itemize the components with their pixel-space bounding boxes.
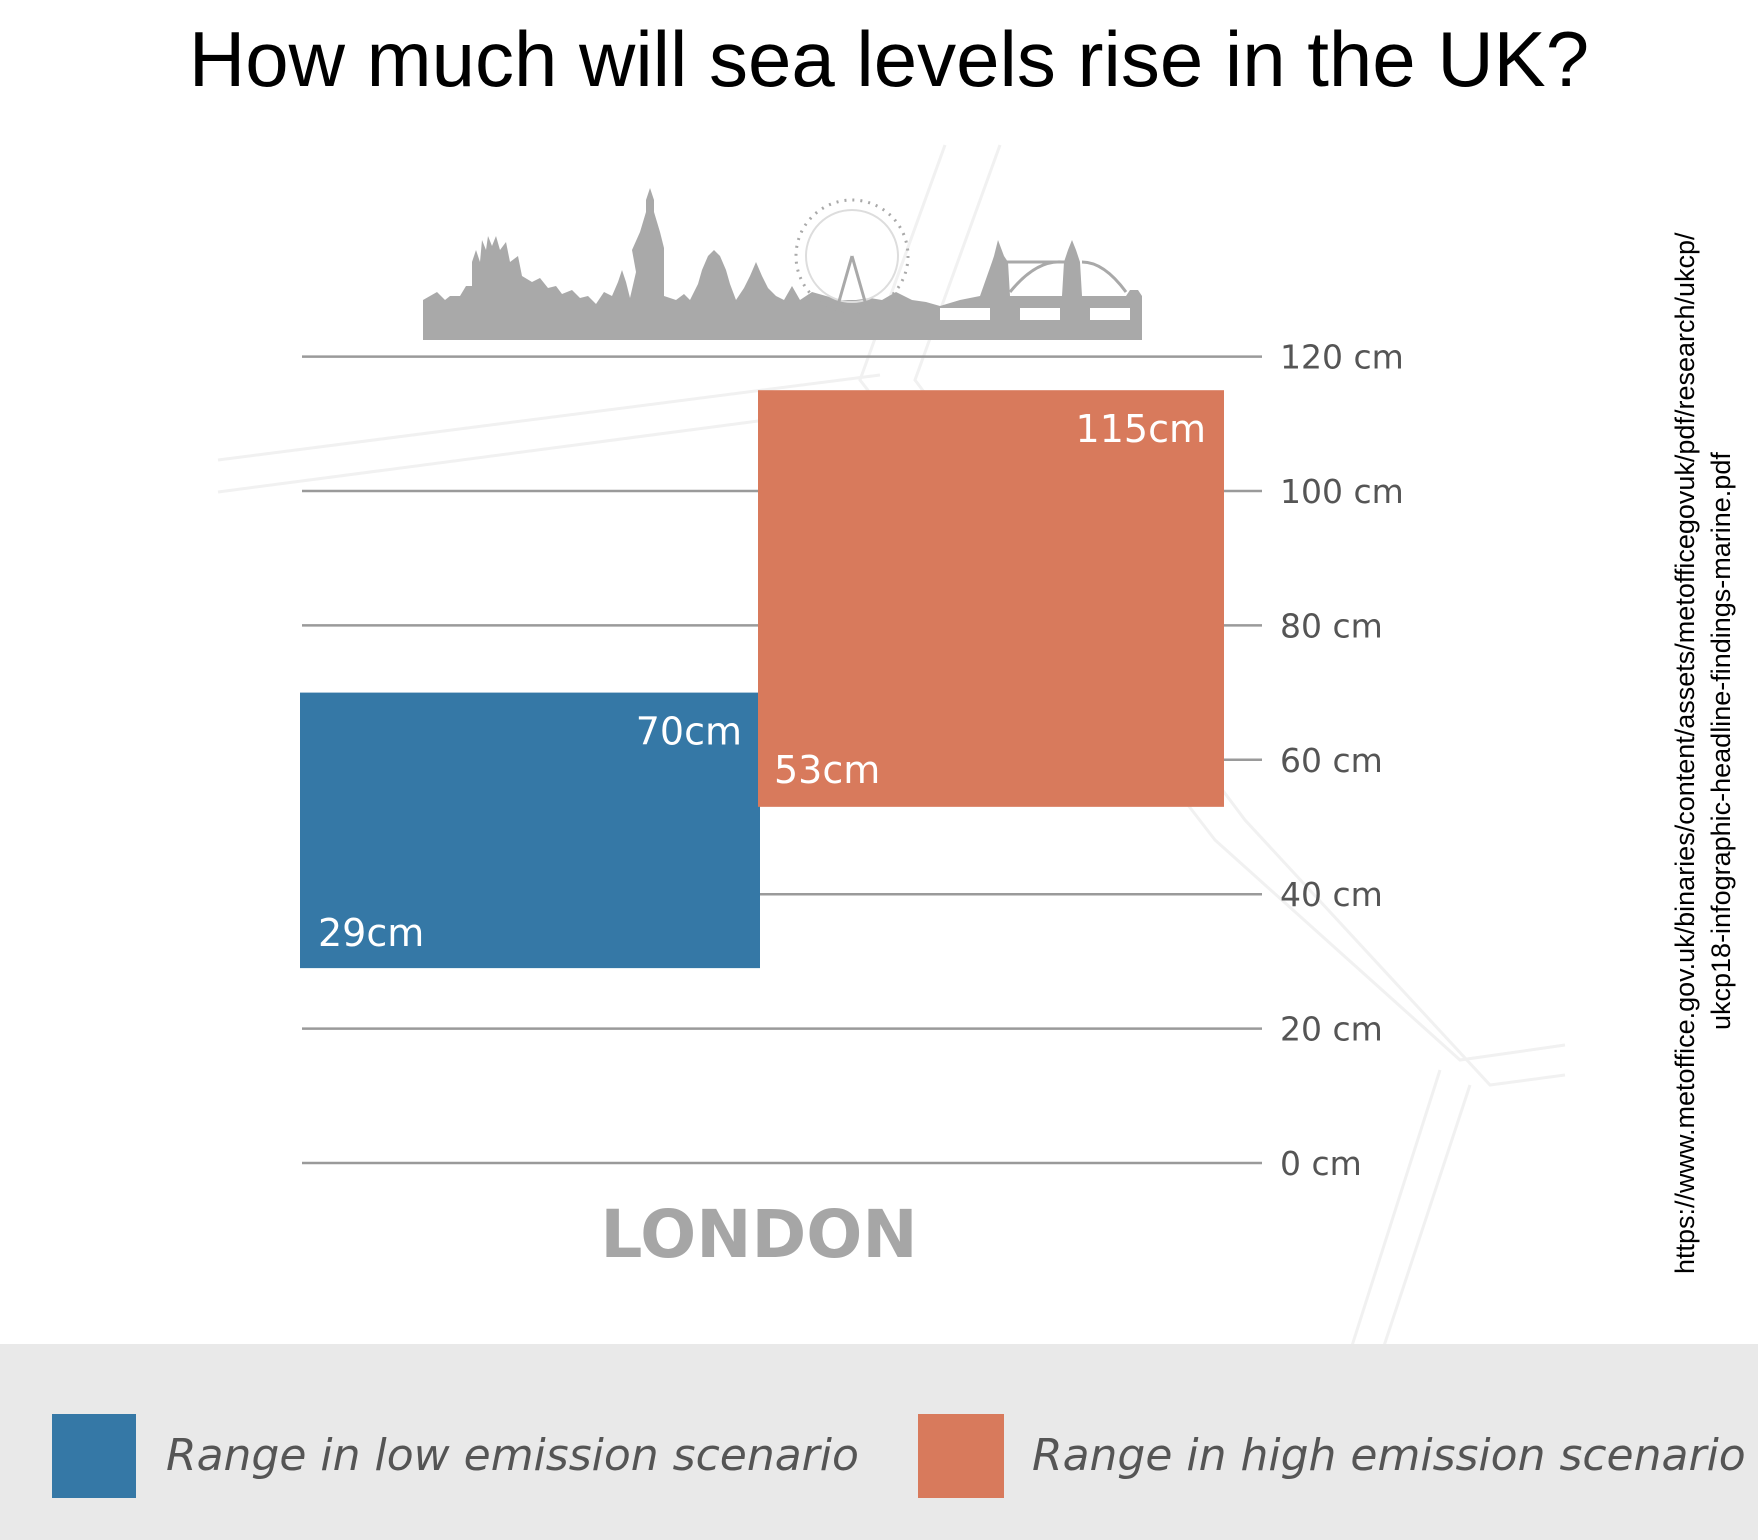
bar-low-max-label: 70cm	[636, 710, 742, 754]
y-tick-label-100: 100 cm	[1280, 472, 1404, 511]
bar-high-min-label: 53cm	[774, 748, 880, 792]
category-label: LONDON	[600, 1196, 917, 1273]
bar-low-emission	[300, 692, 760, 969]
y-tick-label-20: 20 cm	[1280, 1010, 1383, 1049]
y-tick-label-120: 120 cm	[1280, 338, 1404, 377]
source-url-line-2: ukcp18-infographic-headline-findings-mar…	[1706, 452, 1736, 1030]
y-tick-label-60: 60 cm	[1280, 741, 1383, 780]
legend-band	[0, 1344, 1758, 1540]
chart-title: How much will sea levels rise in the UK?	[189, 15, 1589, 103]
bar-high-emission	[758, 390, 1224, 807]
source-url-line-1: https://www.metoffice.gov.uk/binaries/co…	[1670, 232, 1700, 1274]
y-tick-label-0: 0 cm	[1280, 1144, 1362, 1183]
legend-swatch-high	[918, 1414, 1004, 1498]
y-tick-label-40: 40 cm	[1280, 875, 1383, 914]
bar-low-min-label: 29cm	[318, 911, 424, 955]
bar-high-max-label: 115cm	[1076, 407, 1206, 451]
legend-swatch-low	[52, 1414, 136, 1498]
y-tick-label-80: 80 cm	[1280, 606, 1383, 645]
legend-label-low: Range in low emission scenario	[166, 1430, 859, 1481]
legend-label-high: Range in high emission scenario	[1032, 1430, 1746, 1481]
london-skyline-icon	[423, 188, 1142, 340]
